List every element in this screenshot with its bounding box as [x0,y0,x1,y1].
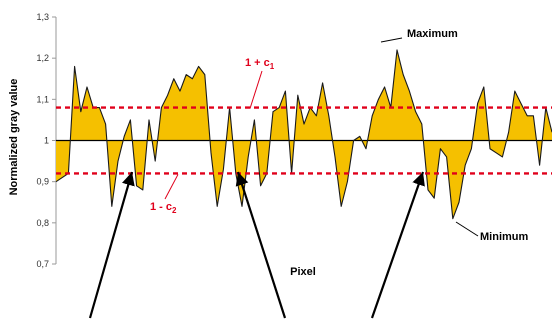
y-axis-title: Normalized gray value [8,79,20,196]
y-tick-label: 1,3 [36,12,49,22]
lower-threshold-leader [164,174,179,200]
y-tick-label: 0,8 [36,218,49,228]
lower-threshold-label: 1 - c2 [150,201,177,215]
upper-threshold-label: 1 + c1 [245,57,275,71]
minimum-label: Minimum [480,231,528,243]
deviation-area [56,49,552,219]
pointer-arrow-2 [235,171,287,319]
lower-threshold-label-sub: 2 [172,206,177,215]
pointer-arrow-3 [370,171,425,319]
lower-threshold-label-main: 1 - c [150,201,172,213]
y-tick-label: 1 [44,136,49,146]
upper-threshold-label-sub: 1 [270,62,275,71]
upper-threshold-label-main: 1 + c [245,57,270,69]
data-line [55,49,552,220]
maximum-leader-line [380,37,403,43]
pointer-arrow-1 [88,171,135,319]
x-axis-title: Pixel [290,266,316,278]
y-tick-label: 1,2 [36,53,49,63]
y-tick-label: 0,9 [36,177,49,187]
y-tick-label: 0,7 [36,259,49,269]
y-tick-label: 1,1 [36,94,49,104]
minimum-leader-line [455,221,479,237]
upper-threshold-leader [249,70,263,109]
maximum-label: Maximum [407,28,458,40]
